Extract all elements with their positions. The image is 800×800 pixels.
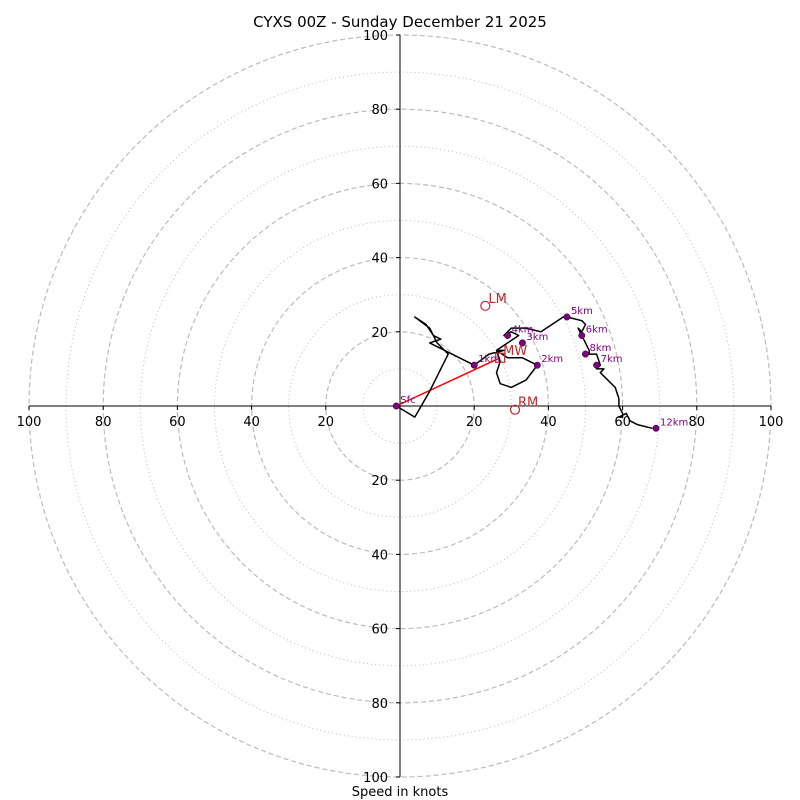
height-marker-point xyxy=(582,350,589,358)
mean-wind-label: MW xyxy=(503,344,527,359)
mean-wind-marker xyxy=(495,352,506,363)
x-tick-label-right: 40 xyxy=(540,415,557,430)
x-axis-label: Speed in knots xyxy=(352,785,449,800)
x-tick-label-left: 40 xyxy=(243,415,260,430)
storm-motion-marker xyxy=(480,300,491,311)
height-marker-point xyxy=(392,402,400,410)
height-marker-label: 4km xyxy=(512,325,534,336)
height-marker-label: 6km xyxy=(586,325,608,336)
storm-motion-label: RM xyxy=(518,396,538,411)
x-tick-label-left: 60 xyxy=(169,415,186,430)
y-tick-label-top: 80 xyxy=(371,103,388,118)
height-marker-label: 12km xyxy=(660,417,688,428)
y-tick-label-bottom: 20 xyxy=(371,474,388,489)
y-tick-label-bottom: 80 xyxy=(371,697,388,712)
tick-labels: 100 80 60 40 20 20 40 60 80 100 20 40 60 80 100 20 40 60 8… xyxy=(17,29,784,786)
storm-motion-marker xyxy=(509,404,521,415)
x-tick-label-right: 80 xyxy=(689,415,706,430)
height-marker-point xyxy=(563,313,571,321)
axes xyxy=(28,34,772,778)
hodograph-trace xyxy=(395,316,653,430)
y-tick-label-bottom: 100 xyxy=(363,771,388,786)
height-marker-label: 5km xyxy=(571,306,593,317)
height-marker-label: 7km xyxy=(601,354,623,365)
y-tick-label-top: 100 xyxy=(363,29,388,44)
chart-title: CYXS 00Z - Sunday December 21 2025 xyxy=(253,13,547,31)
height-marker-point xyxy=(652,424,660,432)
height-marker-label: Sfc xyxy=(400,395,415,406)
height-marker-point xyxy=(504,332,512,339)
height-marker-label: 8km xyxy=(590,343,612,354)
x-tick-label-left: 100 xyxy=(17,415,42,430)
height-marker-point xyxy=(518,339,526,347)
y-tick-label-top: 40 xyxy=(371,252,388,267)
storm-motion-label: LM xyxy=(488,292,506,307)
height-marker-label: 3km xyxy=(526,332,548,343)
height-marker-label: 1km xyxy=(478,354,500,365)
height-marker-point xyxy=(533,361,541,369)
y-tick-label-top: 20 xyxy=(371,326,388,341)
height-marker-point xyxy=(470,361,478,369)
height-marker-point xyxy=(593,361,601,369)
x-tick-label-right: 60 xyxy=(614,415,631,430)
y-tick-label-top: 60 xyxy=(371,177,388,192)
x-tick-label-left: 80 xyxy=(95,415,112,430)
hodograph-series xyxy=(395,316,653,430)
x-tick-label-right: 20 xyxy=(466,415,483,430)
y-tick-label-bottom: 40 xyxy=(371,548,388,563)
x-tick-label-left: 20 xyxy=(318,415,335,430)
x-tick-label-right: 100 xyxy=(759,415,784,430)
y-tick-label-bottom: 60 xyxy=(371,623,388,638)
shear-vector-line xyxy=(395,357,501,407)
storm-motion-markers: MW LM RM xyxy=(480,292,538,415)
height-marker-point xyxy=(578,332,586,339)
height-marker-label: 2km xyxy=(541,354,563,365)
